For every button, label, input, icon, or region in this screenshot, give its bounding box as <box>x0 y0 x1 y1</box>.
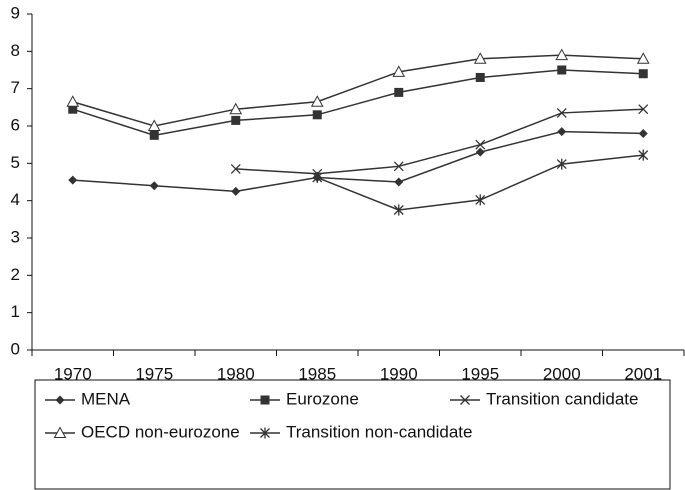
marker <box>393 204 404 216</box>
marker <box>460 395 470 405</box>
y-tick-label: 6 <box>11 115 20 134</box>
x-tick-label: 1980 <box>217 364 255 383</box>
marker <box>68 175 78 185</box>
y-tick-label: 3 <box>11 227 20 246</box>
marker <box>636 52 650 64</box>
x-tick-label: 1970 <box>54 364 92 383</box>
marker <box>149 130 159 140</box>
y-tick-label: 7 <box>11 78 20 97</box>
marker <box>231 115 241 125</box>
x-tick-label: 2000 <box>543 364 581 383</box>
y-tick-label: 2 <box>11 265 20 284</box>
marker <box>55 395 65 405</box>
marker <box>149 181 159 191</box>
marker <box>557 127 567 137</box>
marker <box>555 48 569 61</box>
marker <box>638 69 648 79</box>
legend-label: Transition candidate <box>486 389 638 408</box>
y-tick-label: 1 <box>11 302 20 321</box>
marker <box>394 87 404 97</box>
y-tick-label: 5 <box>11 153 20 172</box>
marker <box>556 107 567 118</box>
marker <box>231 186 241 196</box>
marker <box>638 104 649 115</box>
y-tick-label: 9 <box>11 3 20 22</box>
series-line <box>235 108 644 175</box>
marker <box>230 163 241 174</box>
x-tick-label: 1975 <box>135 364 173 383</box>
x-tick-label: 1995 <box>461 364 499 383</box>
marker <box>312 172 323 184</box>
marker <box>229 102 243 115</box>
legend-label: OECD non-eurozone <box>81 422 240 441</box>
marker <box>475 147 485 157</box>
marker <box>638 149 649 161</box>
legend-label: Transition non-candidate <box>286 422 473 441</box>
series-line <box>72 69 644 137</box>
marker <box>147 119 161 131</box>
y-tick-label: 0 <box>11 339 20 358</box>
series-line <box>72 130 644 193</box>
legend-label: MENA <box>81 389 131 408</box>
marker <box>556 158 567 170</box>
marker <box>475 194 486 206</box>
marker <box>394 177 404 187</box>
marker <box>310 95 324 107</box>
marker <box>312 110 322 120</box>
legend-box <box>34 379 671 490</box>
y-tick-label: 8 <box>11 41 20 60</box>
x-tick-label: 1985 <box>298 364 336 383</box>
marker <box>475 139 486 150</box>
x-tick-label: 1990 <box>380 364 418 383</box>
y-tick-label: 4 <box>11 190 20 209</box>
marker <box>66 95 80 107</box>
legend-label: Eurozone <box>286 389 359 408</box>
marker <box>260 395 270 405</box>
marker <box>260 427 270 439</box>
marker <box>638 128 648 138</box>
marker <box>392 65 406 77</box>
x-tick-label: 2001 <box>624 364 662 383</box>
marker <box>53 426 67 438</box>
series-line <box>72 54 644 127</box>
marker <box>475 72 485 82</box>
marker <box>473 52 487 64</box>
marker <box>557 65 567 75</box>
marker <box>393 161 404 172</box>
marker <box>68 104 78 114</box>
